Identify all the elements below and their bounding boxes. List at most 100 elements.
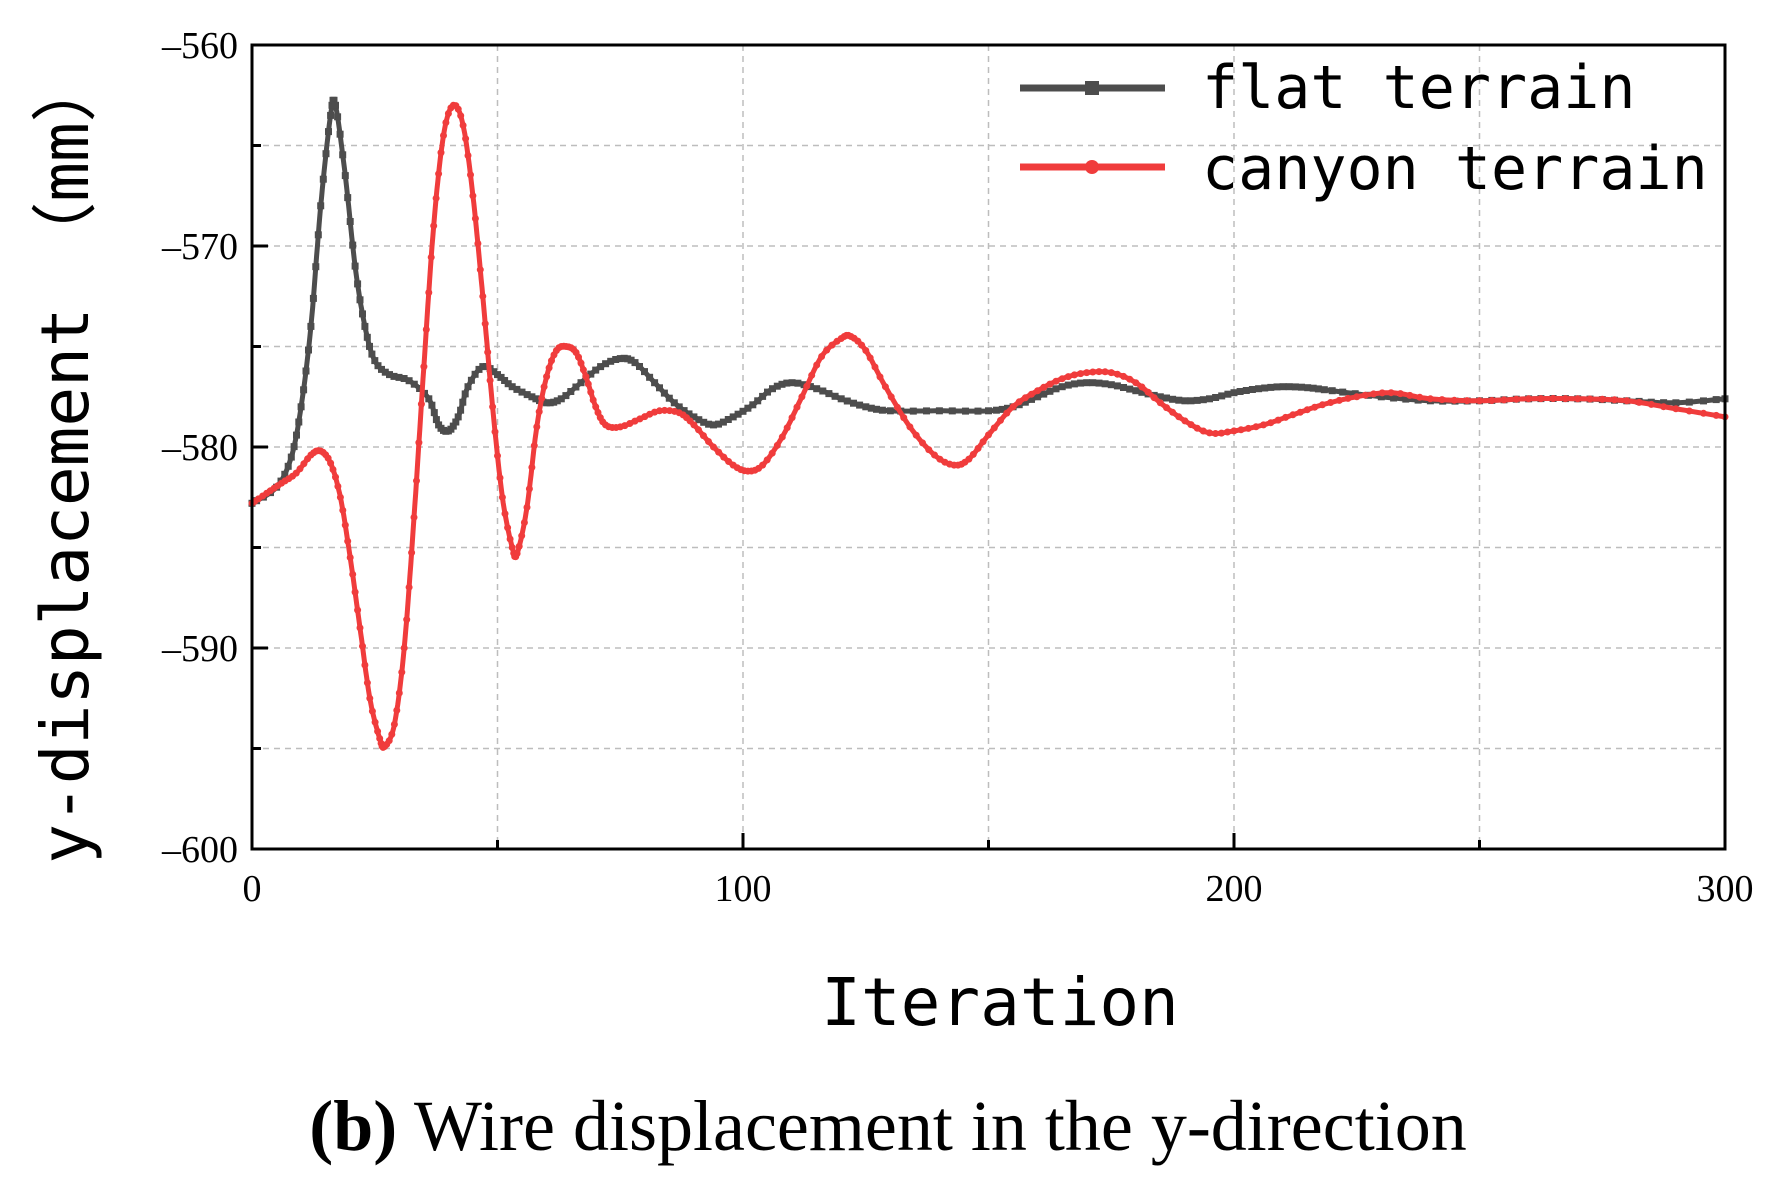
data-point-canyon-terrain bbox=[1224, 428, 1231, 436]
data-point-flat-terrain bbox=[1064, 381, 1072, 389]
data-point-flat-terrain bbox=[1390, 394, 1398, 402]
data-point-canyon-terrain bbox=[395, 689, 403, 697]
data-point-canyon-terrain bbox=[454, 105, 462, 113]
data-point-canyon-terrain bbox=[1574, 395, 1582, 403]
data-point-flat-terrain bbox=[597, 363, 605, 371]
data-point-flat-terrain bbox=[680, 407, 688, 415]
data-point-flat-terrain bbox=[461, 390, 469, 398]
data-point-canyon-terrain bbox=[459, 121, 467, 129]
data-point-canyon-terrain bbox=[979, 438, 987, 446]
data-point-flat-terrain bbox=[459, 398, 467, 406]
data-point-canyon-terrain bbox=[1476, 397, 1483, 405]
data-point-canyon-terrain bbox=[513, 550, 521, 557]
x-tick-label: 200 bbox=[1206, 868, 1263, 910]
data-point-canyon-terrain bbox=[374, 727, 382, 735]
data-point-canyon-terrain bbox=[1021, 394, 1029, 402]
data-point-flat-terrain bbox=[386, 371, 393, 379]
data-point-canyon-terrain bbox=[1327, 399, 1335, 406]
data-point-flat-terrain bbox=[1685, 398, 1693, 406]
data-point-canyon-terrain bbox=[486, 376, 494, 384]
data-point-canyon-terrain bbox=[661, 406, 669, 414]
data-point-canyon-terrain bbox=[656, 407, 663, 415]
data-point-canyon-terrain bbox=[931, 451, 938, 459]
data-point-flat-terrain bbox=[432, 416, 440, 424]
data-point-canyon-terrain bbox=[408, 549, 416, 557]
data-point-canyon-terrain bbox=[523, 503, 531, 511]
data-point-canyon-terrain bbox=[906, 423, 914, 431]
data-point-canyon-terrain bbox=[427, 253, 435, 261]
data-point-canyon-terrain bbox=[366, 694, 374, 702]
data-point-canyon-terrain bbox=[476, 266, 484, 274]
data-point-canyon-terrain bbox=[1107, 369, 1115, 377]
data-point-canyon-terrain bbox=[788, 414, 796, 422]
data-point-canyon-terrain bbox=[900, 414, 908, 422]
data-point-canyon-terrain bbox=[587, 388, 595, 396]
data-point-flat-terrain bbox=[1285, 383, 1293, 391]
data-point-flat-terrain bbox=[454, 413, 462, 421]
data-point-flat-terrain bbox=[381, 368, 389, 376]
data-point-canyon-terrain bbox=[1396, 390, 1404, 398]
data-point-canyon-terrain bbox=[1344, 394, 1352, 402]
data-point-canyon-terrain bbox=[398, 668, 406, 676]
data-point-canyon-terrain bbox=[508, 544, 516, 551]
data-point-canyon-terrain bbox=[437, 149, 445, 157]
data-point-canyon-terrain bbox=[444, 110, 452, 117]
data-point-flat-terrain bbox=[508, 383, 516, 391]
data-point-canyon-terrain bbox=[1175, 413, 1183, 421]
data-point-flat-terrain bbox=[670, 399, 678, 407]
data-point-flat-terrain bbox=[309, 294, 317, 302]
data-point-canyon-terrain bbox=[432, 194, 440, 202]
data-point-canyon-terrain bbox=[417, 400, 425, 408]
data-point-canyon-terrain bbox=[705, 438, 712, 445]
data-point-canyon-terrain bbox=[969, 450, 977, 458]
data-point-canyon-terrain bbox=[469, 192, 477, 200]
data-point-canyon-terrain bbox=[344, 537, 352, 545]
legend: flat terrain canyon terrain bbox=[1020, 53, 1708, 204]
data-point-flat-terrain bbox=[344, 194, 352, 202]
data-point-canyon-terrain bbox=[1685, 407, 1693, 415]
data-point-canyon-terrain bbox=[1009, 403, 1017, 411]
x-tick-label: 100 bbox=[715, 868, 772, 910]
data-point-canyon-terrain bbox=[1303, 406, 1311, 414]
data-point-flat-terrain bbox=[700, 418, 708, 426]
data-point-canyon-terrain bbox=[1549, 395, 1557, 402]
data-point-canyon-terrain bbox=[1187, 421, 1195, 429]
data-point-canyon-terrain bbox=[768, 449, 776, 457]
data-point-canyon-terrain bbox=[359, 642, 366, 650]
data-point-flat-terrain bbox=[690, 413, 698, 421]
data-point-canyon-terrain bbox=[422, 326, 430, 333]
data-point-canyon-terrain bbox=[548, 357, 555, 365]
data-point-canyon-terrain bbox=[334, 482, 342, 490]
data-point-canyon-terrain bbox=[1028, 390, 1035, 398]
data-point-flat-terrain bbox=[479, 363, 487, 371]
data-point-canyon-terrain bbox=[403, 616, 411, 624]
data-point-canyon-terrain bbox=[361, 661, 369, 669]
data-point-canyon-terrain bbox=[1244, 424, 1252, 432]
data-point-flat-terrain bbox=[341, 172, 349, 180]
data-point-flat-terrain bbox=[1175, 396, 1183, 404]
data-point-flat-terrain bbox=[627, 356, 635, 364]
data-point-flat-terrain bbox=[490, 368, 498, 376]
data-point-flat-terrain bbox=[351, 262, 359, 270]
data-point-flat-terrain bbox=[322, 150, 330, 158]
legend-label-canyon-terrain: canyon terrain bbox=[1202, 134, 1708, 204]
data-point-canyon-terrain bbox=[912, 431, 920, 439]
data-point-canyon-terrain bbox=[997, 416, 1004, 424]
data-point-flat-terrain bbox=[1004, 404, 1011, 412]
data-point-canyon-terrain bbox=[759, 461, 767, 469]
data-point-flat-terrain bbox=[430, 409, 438, 417]
data-point-canyon-terrain bbox=[1700, 409, 1707, 417]
data-point-canyon-terrain bbox=[1378, 389, 1386, 397]
data-point-canyon-terrain bbox=[471, 215, 479, 222]
data-point-canyon-terrain bbox=[520, 519, 528, 526]
data-point-canyon-terrain bbox=[871, 363, 879, 371]
data-point-canyon-terrain bbox=[803, 382, 811, 390]
data-point-flat-terrain bbox=[1291, 383, 1299, 391]
data-point-canyon-terrain bbox=[773, 441, 781, 449]
data-point-flat-terrain bbox=[1236, 388, 1244, 395]
data-point-canyon-terrain bbox=[1150, 394, 1158, 402]
data-point-flat-terrain bbox=[612, 356, 620, 363]
data-point-canyon-terrain bbox=[1040, 383, 1048, 391]
data-point-canyon-terrain bbox=[1101, 368, 1109, 376]
x-tick-label: 0 bbox=[243, 868, 262, 910]
